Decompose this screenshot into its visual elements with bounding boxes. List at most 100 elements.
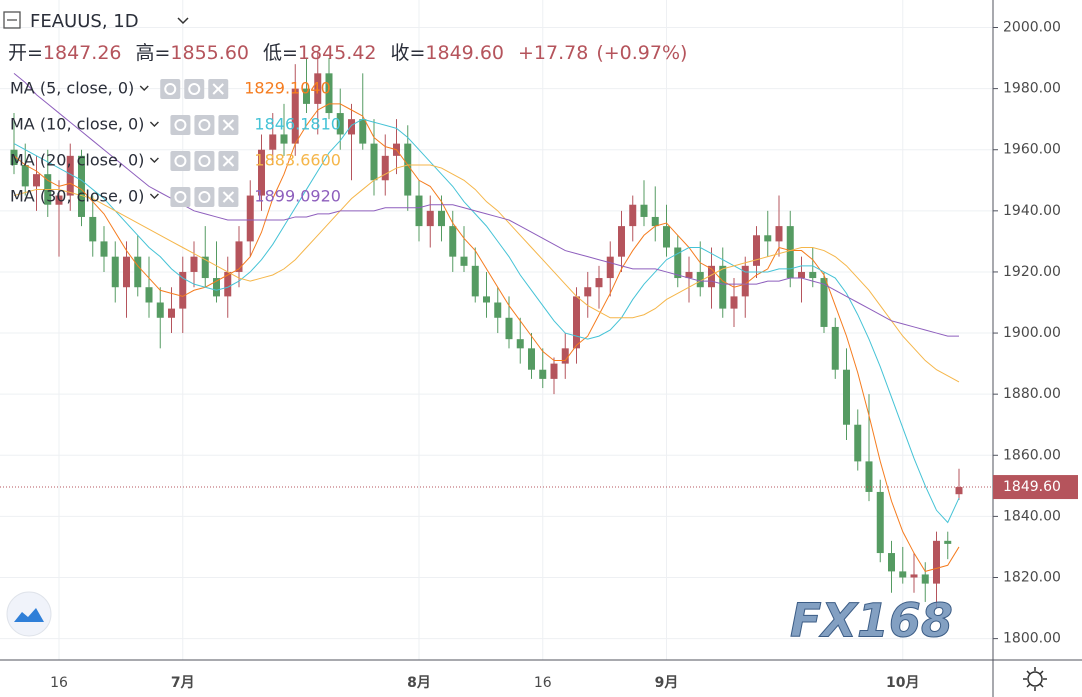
candle-body xyxy=(640,204,648,217)
legend-eye-button[interactable] xyxy=(170,151,191,171)
candle-body xyxy=(618,226,625,257)
quote-value: 1845.42 xyxy=(298,42,377,64)
candle-body xyxy=(685,271,693,279)
candle-body xyxy=(741,265,749,297)
candle-body xyxy=(865,461,873,492)
legend-eye-button[interactable] xyxy=(170,187,191,207)
x-tick-label: 9月 xyxy=(655,675,679,691)
legend-dropdown[interactable] xyxy=(139,85,149,91)
legend-eye-icon xyxy=(164,83,177,95)
legend-close-icon xyxy=(222,119,235,131)
axes: 1800.00 1820.00 1840.00 1860.00 1880.00 1900.… xyxy=(50,20,1078,691)
candle-body xyxy=(595,278,603,288)
candle-body xyxy=(134,256,142,288)
candle-body xyxy=(33,174,40,187)
candle-body xyxy=(888,553,895,572)
legend-dropdown[interactable] xyxy=(149,157,159,163)
candle-body xyxy=(854,424,862,462)
legend-name: MA (10, close, 0) xyxy=(10,115,144,134)
candle-body xyxy=(359,119,367,144)
legend-gear-button[interactable] xyxy=(194,187,215,207)
legend-eye-button[interactable] xyxy=(160,79,181,99)
candle-body xyxy=(168,308,175,318)
legend-name: MA (20, close, 0) xyxy=(10,151,144,170)
legend-dropdown[interactable] xyxy=(149,121,159,127)
quote-change: +17.78 xyxy=(518,42,588,64)
quote-line: 开=1847.26 高=1855.60 低=1845.42 收=1849.60 +17.… xyxy=(8,42,687,64)
y-tick-label: 1900.00 xyxy=(1003,325,1061,341)
candle-body xyxy=(775,226,783,242)
watermark: FX168 xyxy=(790,594,953,648)
logo-button[interactable] xyxy=(6,591,52,637)
candle-body xyxy=(303,88,310,104)
symbol-dropdown[interactable] xyxy=(177,17,189,25)
candle-body xyxy=(460,256,468,266)
candle-body xyxy=(258,149,265,196)
legend-dropdown[interactable] xyxy=(149,193,159,199)
legend-gear-icon xyxy=(198,155,211,167)
quote-change-pct: (+0.97%) xyxy=(596,42,687,64)
candle-body xyxy=(573,296,580,349)
candle-body xyxy=(494,302,502,318)
candle-body xyxy=(404,143,412,196)
candle-body xyxy=(561,348,569,364)
legend-gear-button[interactable] xyxy=(184,79,205,99)
legend-eye-icon xyxy=(174,191,187,203)
candle-body xyxy=(291,88,299,144)
candle-body xyxy=(505,317,513,340)
candle-body xyxy=(280,134,288,144)
candle-body xyxy=(674,247,682,279)
candle-body xyxy=(820,278,828,327)
collapse-icon[interactable] xyxy=(3,11,21,29)
candle-body xyxy=(55,195,63,205)
candle-body xyxy=(663,226,670,248)
candle-body xyxy=(921,574,929,584)
settings-icon-rays xyxy=(1023,667,1047,691)
candle-body xyxy=(629,204,637,227)
candle-body xyxy=(235,241,243,272)
candle-body xyxy=(213,278,220,297)
y-tick-label: 1840.00 xyxy=(1003,508,1061,524)
quote-label: 高= xyxy=(136,42,171,64)
legend-value: 1846.1810 xyxy=(254,115,341,134)
legend-eye-icon xyxy=(174,155,187,167)
y-tick-label: 1860.00 xyxy=(1003,447,1061,463)
legend-gear-icon xyxy=(198,119,211,131)
candle-body xyxy=(471,265,479,297)
candle-body xyxy=(348,119,355,135)
y-tick-label: 1940.00 xyxy=(1003,203,1061,219)
settings-icon[interactable] xyxy=(1027,671,1043,687)
legend-gear-icon xyxy=(188,83,201,95)
candle-body xyxy=(550,363,558,379)
candle-body xyxy=(516,339,524,349)
candle-body xyxy=(156,302,164,318)
y-tick-label: 1980.00 xyxy=(1003,81,1061,97)
legend-gear-button[interactable] xyxy=(194,151,215,171)
quote-value: 1855.60 xyxy=(170,42,249,64)
candle-body xyxy=(696,271,704,288)
candle-body xyxy=(786,226,794,279)
legend-eye-button[interactable] xyxy=(170,115,191,135)
candle-body xyxy=(100,241,108,257)
legend-name: MA (5, close, 0) xyxy=(10,79,134,98)
candle-body xyxy=(246,195,254,242)
candle-body xyxy=(314,73,322,104)
y-tick-label: 1820.00 xyxy=(1003,570,1061,586)
candle-body xyxy=(843,369,850,425)
symbol-title: FEAUUS, 1D xyxy=(30,11,139,32)
y-tick-label: 1920.00 xyxy=(1003,264,1061,280)
ma-legend: MA (5, close, 0) 1829.1040 MA (10, close, … xyxy=(10,79,341,207)
y-tick-label: 1880.00 xyxy=(1003,386,1061,402)
candle-body xyxy=(89,216,97,242)
candle-body xyxy=(336,113,344,135)
candle-body xyxy=(145,287,153,303)
legend-value: 1883.6600 xyxy=(254,151,341,170)
candle-body xyxy=(370,143,378,181)
legend-close-icon xyxy=(212,83,224,95)
x-tick-label: 8月 xyxy=(407,675,431,691)
legend-value: 1829.1040 xyxy=(244,79,331,98)
candle-body xyxy=(78,155,85,217)
candle-body xyxy=(10,149,18,165)
candle-body xyxy=(426,210,434,227)
legend-gear-button[interactable] xyxy=(194,115,215,135)
